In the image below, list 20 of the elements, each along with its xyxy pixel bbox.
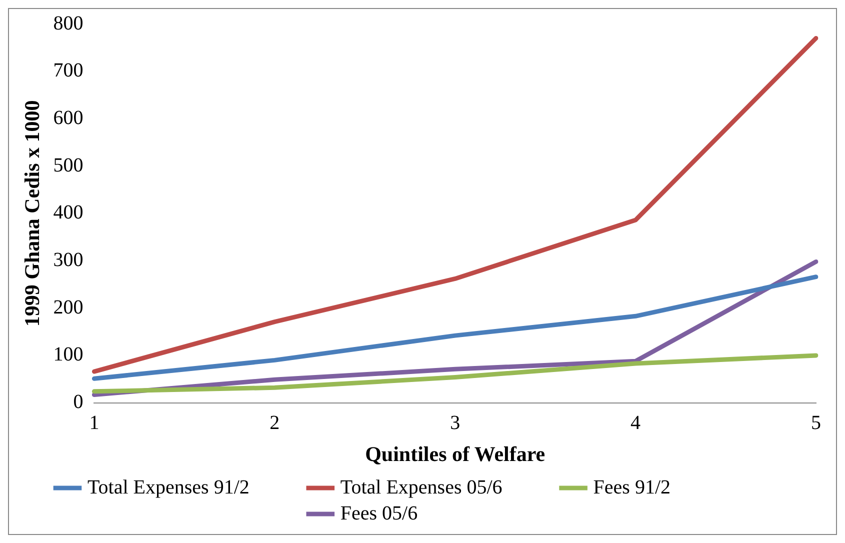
x-tick-label: 2 [270, 412, 280, 434]
y-tick-label: 400 [53, 202, 84, 224]
y-tick-label: 0 [73, 391, 84, 414]
legend-label: Total Expenses 91/2 [87, 476, 304, 498]
y-tick-label: 800 [53, 12, 84, 34]
x-tick-label: 5 [811, 412, 821, 434]
y-tick-label: 200 [53, 296, 84, 318]
y-tick-label: 500 [53, 154, 84, 176]
y-tick-label: 600 [53, 106, 84, 129]
x-tick-label: 1 [89, 412, 100, 434]
legend-label: Fees 91/2 [593, 476, 776, 498]
y-tick-label: 300 [53, 249, 84, 271]
y-tick-label: 100 [53, 344, 84, 366]
x-tick-label: 4 [630, 412, 641, 434]
y-tick-label: 700 [53, 60, 84, 82]
y-axis-title: 1999 Ghana Cedis x 1000 [20, 100, 44, 327]
legend-label: Fees 05/6 [340, 502, 523, 524]
x-axis-title: Quintiles of Welfare [365, 442, 546, 466]
x-tick-label: 3 [450, 412, 460, 434]
legend-label: Total Expenses 05/6 [340, 476, 558, 498]
